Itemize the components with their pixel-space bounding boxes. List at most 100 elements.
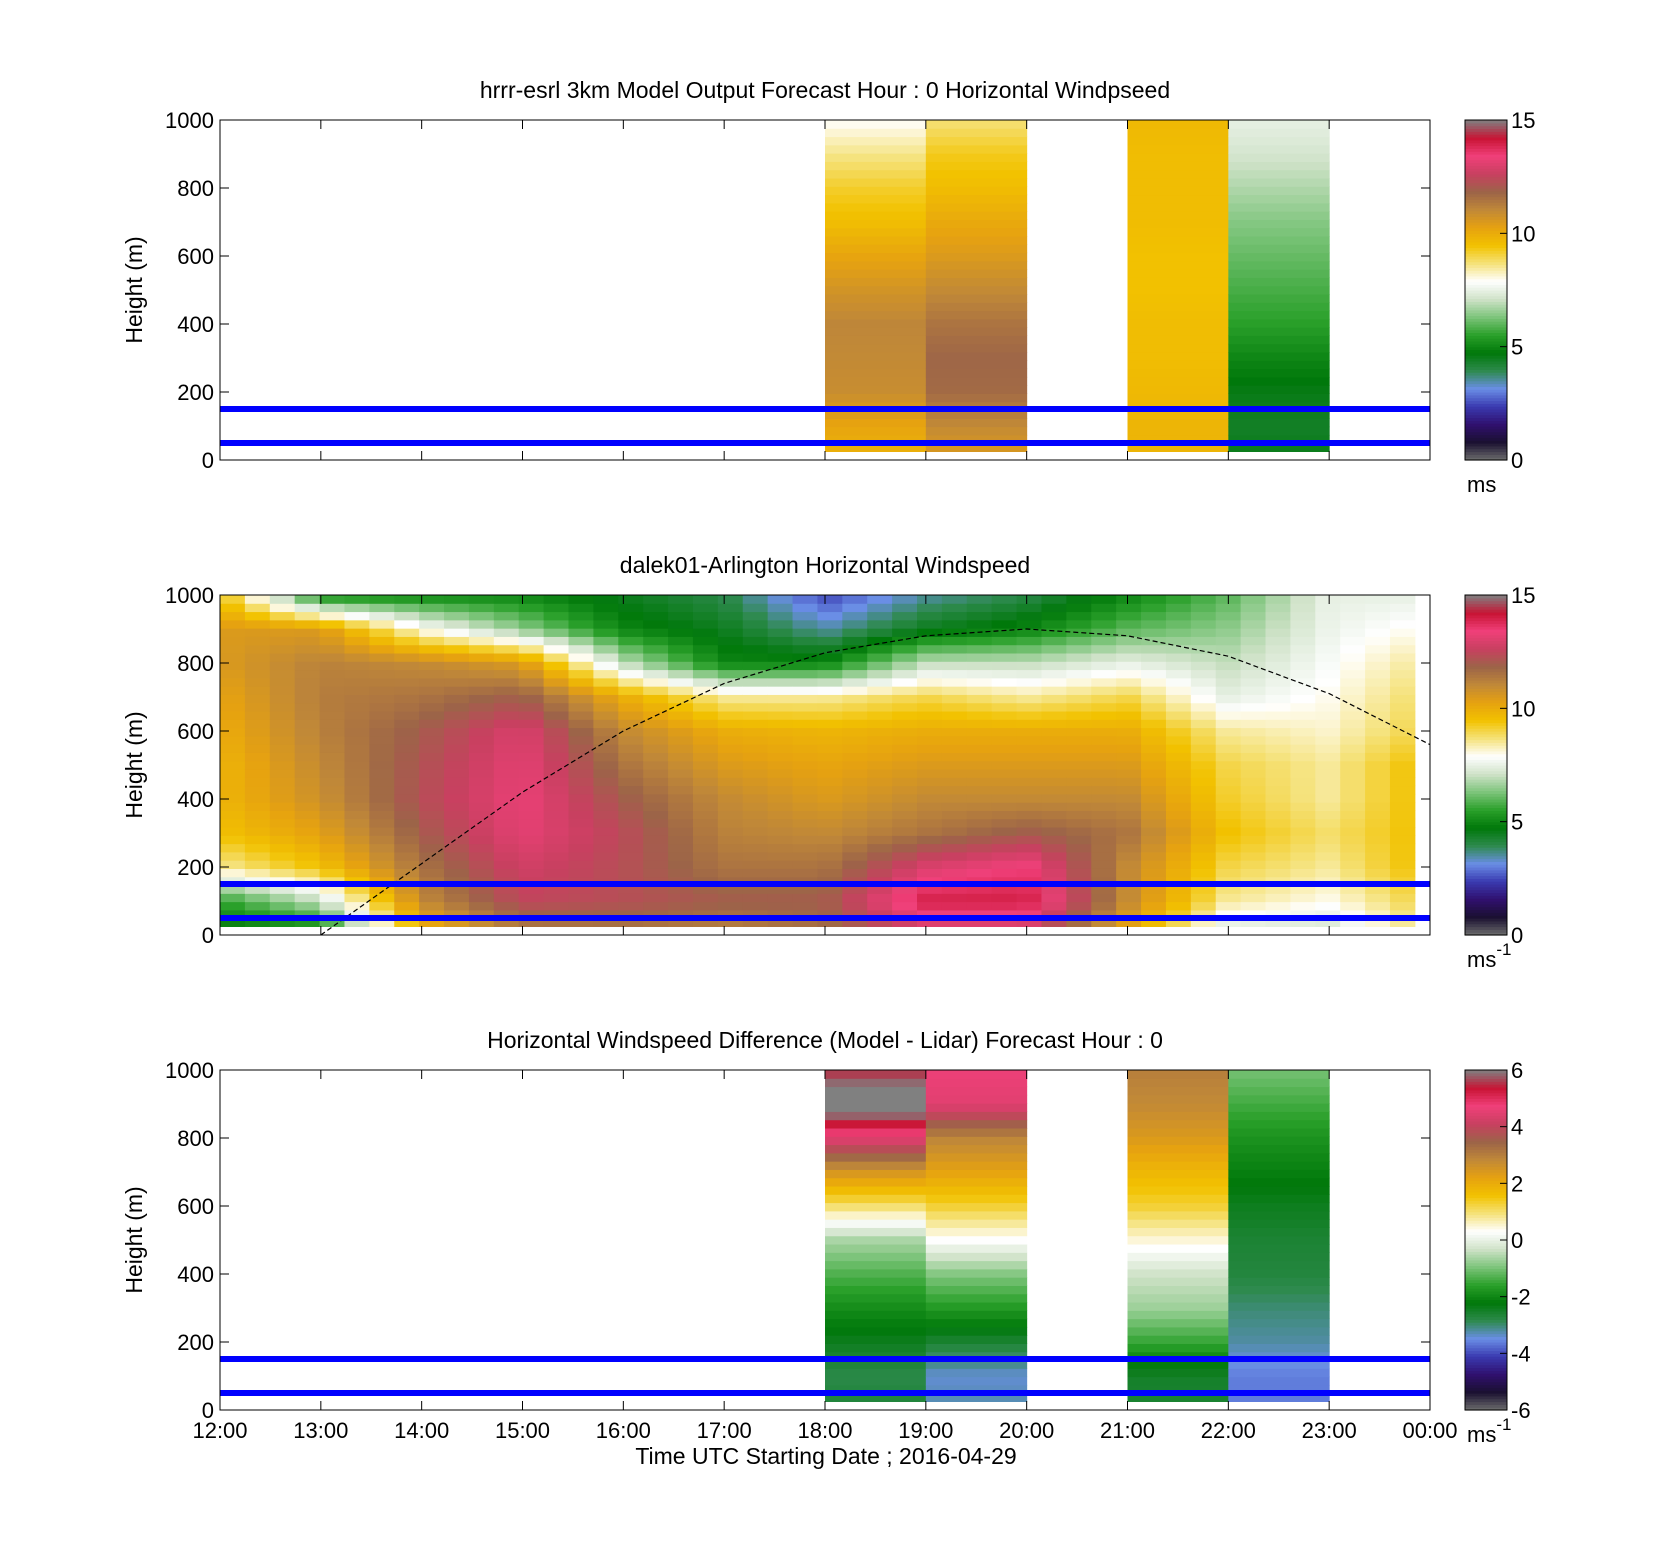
heat-cell <box>1228 1161 1330 1170</box>
colorbar-swatch <box>1465 369 1507 373</box>
colorbar-swatch <box>1465 827 1507 831</box>
heat-cell <box>1215 694 1242 704</box>
heat-cell <box>917 777 943 787</box>
heat-cell <box>1141 661 1167 671</box>
heat-cell <box>1240 653 1267 662</box>
heat-cell <box>493 860 520 869</box>
heat-cell <box>1091 843 1117 853</box>
colorbar-swatch <box>1465 838 1507 843</box>
colorbar-swatch <box>1465 1393 1507 1397</box>
heat-cell <box>742 885 769 894</box>
colorbar-swatch <box>1465 267 1507 271</box>
heat-cell <box>892 843 918 853</box>
heat-cell <box>1091 893 1117 903</box>
heat-cell <box>518 719 545 729</box>
heat-cell <box>792 818 818 828</box>
heat-cell <box>742 677 769 687</box>
heat-cell <box>1127 1194 1229 1204</box>
heat-cell <box>1215 885 1242 894</box>
heat-cell <box>1240 628 1267 637</box>
heat-cell <box>1165 727 1192 737</box>
heat-cell <box>1228 1393 1330 1402</box>
heat-cell <box>493 793 520 803</box>
heat-cell <box>892 653 918 662</box>
heat-cell <box>1165 735 1192 745</box>
heat-cell <box>1091 835 1117 845</box>
heat-cell <box>966 719 993 729</box>
y-tick-label: 0 <box>202 923 214 948</box>
colorbar-swatch <box>1465 239 1507 243</box>
heat-cell <box>668 727 694 737</box>
heat-cell <box>1066 893 1092 903</box>
heat-cell <box>767 777 794 787</box>
heat-cell <box>344 843 370 853</box>
heat-cell <box>269 727 296 737</box>
heat-cell <box>269 735 296 745</box>
colorbar-swatch <box>1465 1177 1507 1182</box>
heat-cell <box>643 669 669 679</box>
heat-cell <box>1228 1252 1330 1262</box>
heat-cell <box>668 595 694 604</box>
colorbar-swatch <box>1465 1370 1507 1374</box>
heat-cell <box>1265 893 1291 903</box>
heat-cell <box>1165 628 1192 637</box>
heat-cell <box>244 901 271 911</box>
heat-cell <box>493 918 520 927</box>
heat-cell <box>1389 785 1416 795</box>
heat-cell <box>1091 827 1117 836</box>
heat-cell <box>369 603 395 613</box>
heat-cell <box>1228 1302 1330 1311</box>
colorbar-swatch <box>1465 923 1507 928</box>
heat-cell <box>792 611 818 621</box>
heat-cell <box>792 810 818 820</box>
heat-cell <box>767 686 794 695</box>
heat-cell <box>1215 785 1242 795</box>
y-tick-label: 400 <box>177 312 214 337</box>
colorbar-swatch <box>1465 360 1507 365</box>
heat-cell <box>817 727 843 737</box>
heat-cell <box>825 1111 927 1121</box>
heat-cell <box>394 835 420 845</box>
heat-cell <box>925 1111 1028 1121</box>
heat-cell <box>294 760 321 770</box>
heat-cell <box>493 677 520 687</box>
heat-cell <box>668 669 694 679</box>
heat-cell <box>1389 653 1416 662</box>
heat-cell <box>1228 368 1330 378</box>
heat-cell <box>1091 760 1117 770</box>
heat-cell <box>1066 744 1092 753</box>
heat-cell <box>941 694 968 704</box>
colorbar-swatch <box>1465 1152 1507 1156</box>
heat-cell <box>419 636 445 646</box>
heat-cell <box>1127 1227 1229 1237</box>
heat-cell <box>468 628 495 637</box>
heat-cell <box>925 1343 1028 1353</box>
colorbar-swatch <box>1465 1109 1507 1114</box>
heat-cell <box>966 777 993 787</box>
heat-cell <box>1315 677 1341 687</box>
heat-cell <box>1141 752 1167 762</box>
heat-cell <box>925 285 1028 295</box>
colorbar-swatch <box>1465 392 1507 396</box>
heat-cell <box>568 677 594 687</box>
heat-cell <box>568 694 594 704</box>
heat-cell <box>1165 619 1192 629</box>
heat-cell <box>742 835 769 845</box>
colorbar-swatch <box>1465 287 1507 291</box>
heat-cell <box>925 1360 1028 1369</box>
colorbar-swatch <box>1465 199 1507 203</box>
heat-cell <box>1041 644 1067 654</box>
heat-cell <box>518 636 545 646</box>
heat-cell <box>394 810 420 820</box>
heat-cell <box>668 909 694 919</box>
heat-cell <box>518 661 545 671</box>
heat-cell <box>668 611 694 621</box>
heat-cell <box>892 893 918 903</box>
colorbar-swatch <box>1465 725 1507 729</box>
heat-cell <box>742 694 769 704</box>
heat-cell <box>1127 1186 1229 1195</box>
heat-cell <box>593 769 619 778</box>
heat-cell <box>668 636 694 646</box>
heat-cell <box>1190 719 1217 729</box>
heat-cell <box>1265 868 1291 878</box>
